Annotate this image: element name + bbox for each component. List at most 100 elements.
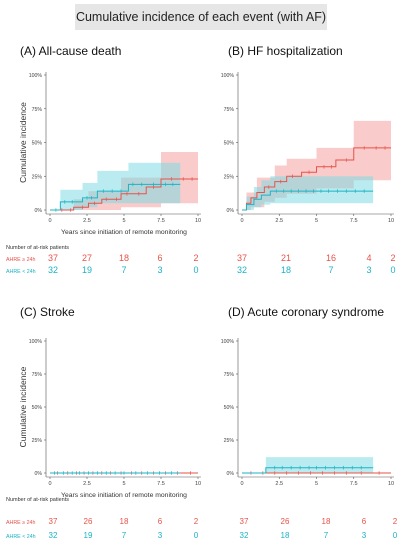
y-axis-label: Cumulative incidence <box>18 102 28 183</box>
series-line-ahre-lt-24h <box>50 183 181 211</box>
x-tick-label: 2.5 <box>83 218 91 224</box>
x-tick-label: 5 <box>122 218 125 224</box>
x-tick-label: 7.5 <box>157 481 165 487</box>
risk-count: 0 <box>194 531 199 540</box>
y-tick-label: 75% <box>32 372 43 378</box>
y-tick-label: 25% <box>32 438 43 444</box>
risk-count: 4 <box>366 253 371 263</box>
series-line-ahre-lt-24h <box>242 467 374 474</box>
risk-count: 2 <box>393 517 398 526</box>
risk-count: 6 <box>158 517 163 526</box>
risk-count: 16 <box>326 253 336 263</box>
risk-count: 37 <box>48 253 58 263</box>
risk-count: 18 <box>281 531 290 540</box>
chart-panel-3: 0% 25% 50% 75% 100% 0 2.5 5 7.5 10 37 26 18 6 2 32 18 7 3 0 <box>221 338 398 540</box>
y-tick-label: 75% <box>224 372 235 378</box>
panel-d-title: (D) Acute coronary syndrome <box>228 305 385 319</box>
x-tick-label: 5 <box>122 481 125 487</box>
x-tick-label: 0 <box>240 481 243 487</box>
risk-count: 19 <box>82 265 92 275</box>
risk-count: 18 <box>119 253 129 263</box>
x-tick-label: 0 <box>240 218 243 224</box>
x-tick-label: 2.5 <box>275 218 283 224</box>
risk-row-label: AHRE < 24h <box>6 534 36 540</box>
risk-table-title-top: Number of at-risk patients <box>6 245 69 251</box>
risk-count: 27 <box>82 253 92 263</box>
x-tick-label: 0 <box>48 218 51 224</box>
x-tick-label: 2.5 <box>83 481 91 487</box>
x-tick-label: 5 <box>315 218 318 224</box>
risk-count: 32 <box>237 265 247 275</box>
series-line-ahre-lt-24h <box>242 190 374 211</box>
y-tick-label: 75% <box>224 107 235 113</box>
ci-band-ahre-lt-24h <box>242 457 374 473</box>
x-tick-label: 7.5 <box>350 218 358 224</box>
risk-count: 18 <box>281 265 291 275</box>
y-tick-label: 0% <box>35 208 43 214</box>
y-tick-label: 25% <box>224 174 235 180</box>
risk-count: 0 <box>390 265 395 275</box>
risk-count: 7 <box>121 265 126 275</box>
x-tick-label: 10 <box>388 218 394 224</box>
y-tick-label: 25% <box>32 174 43 180</box>
risk-count: 2 <box>390 253 395 263</box>
risk-count: 32 <box>48 265 58 275</box>
risk-count: 37 <box>49 517 58 526</box>
chart-panel-1: 0% 25% 50% 75% 100% 0 2.5 5 7.5 10 37 21 16 4 2 32 18 7 3 0 <box>221 72 396 275</box>
risk-row-label: AHRE ≥ 24h <box>6 257 35 263</box>
risk-count: 26 <box>281 517 290 526</box>
x-axis-label: Years since initiation of remote monitor… <box>61 229 187 236</box>
risk-count: 6 <box>362 517 367 526</box>
risk-row-label: AHRE ≥ 24h <box>6 520 35 526</box>
x-tick-label: 10 <box>195 481 201 487</box>
risk-count: 19 <box>84 531 93 540</box>
x-tick-label: 7.5 <box>157 218 165 224</box>
risk-count: 3 <box>366 265 371 275</box>
x-tick-label: 0 <box>48 481 51 487</box>
risk-count: 0 <box>393 531 398 540</box>
y-tick-label: 100% <box>221 339 235 345</box>
y-tick-label: 25% <box>224 438 235 444</box>
risk-count: 32 <box>49 531 58 540</box>
risk-row-label: AHRE < 24h <box>6 269 36 275</box>
y-axis-label: Cumulative incidence <box>18 366 28 447</box>
risk-count: 2 <box>194 517 199 526</box>
x-tick-label: 5 <box>315 481 318 487</box>
panel-a-title: (A) All-cause death <box>20 44 122 58</box>
x-tick-label: 10 <box>388 481 394 487</box>
x-tick-label: 7.5 <box>350 481 358 487</box>
risk-count: 3 <box>157 265 162 275</box>
risk-count: 37 <box>237 253 247 263</box>
risk-count: 2 <box>193 253 198 263</box>
figure-title: Cumulative incidence of each event (with… <box>75 4 327 30</box>
risk-count: 7 <box>324 531 329 540</box>
y-tick-label: 100% <box>29 339 43 345</box>
risk-count: 3 <box>362 531 367 540</box>
y-tick-label: 75% <box>32 107 43 113</box>
risk-count: 7 <box>328 265 333 275</box>
panel-c-title: (C) Stroke <box>20 305 75 319</box>
risk-count: 21 <box>281 253 291 263</box>
y-tick-label: 100% <box>221 73 235 79</box>
risk-count: 18 <box>322 517 331 526</box>
chart-panel-2: 0% 25% 50% 75% 100% 0 2.5 5 7.5 10 Cumulative inci… <box>6 338 201 540</box>
risk-count: 26 <box>84 517 93 526</box>
y-tick-label: 0% <box>35 471 43 477</box>
risk-count: 37 <box>240 517 249 526</box>
y-tick-label: 100% <box>29 73 43 79</box>
x-tick-label: 2.5 <box>275 481 283 487</box>
y-tick-label: 50% <box>224 405 235 411</box>
y-tick-label: 0% <box>227 208 235 214</box>
risk-count: 7 <box>122 531 127 540</box>
y-tick-label: 0% <box>227 471 235 477</box>
series-line-ahre-ge-24h <box>50 178 198 211</box>
risk-count: 6 <box>157 253 162 263</box>
y-tick-label: 50% <box>32 141 43 147</box>
risk-count: 0 <box>193 265 198 275</box>
panel-b-title: (B) HF hospitalization <box>228 44 343 58</box>
y-tick-label: 50% <box>32 405 43 411</box>
risk-count: 18 <box>120 517 129 526</box>
risk-count: 32 <box>240 531 249 540</box>
